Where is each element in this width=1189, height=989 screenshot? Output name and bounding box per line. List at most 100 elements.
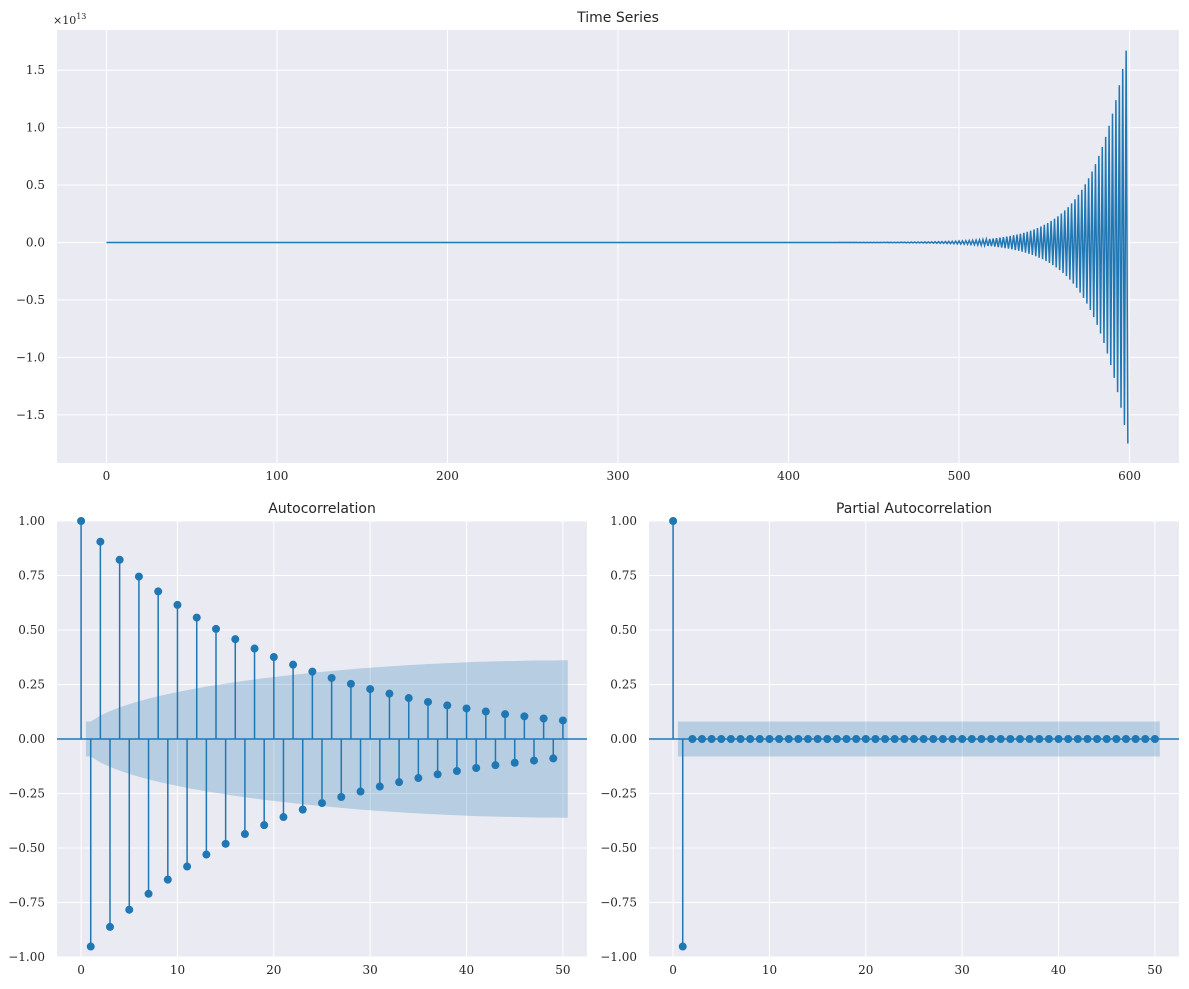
partial-autocorrelation-stems (649, 517, 1179, 951)
y-tick-label: −0.5 (16, 293, 45, 307)
stem-marker (279, 813, 288, 822)
y-tick-label: −0.75 (600, 896, 637, 910)
stem-marker (240, 830, 249, 839)
stem-marker (929, 735, 938, 743)
autocorrelation-stems (57, 517, 587, 951)
stem-marker (967, 735, 976, 743)
stem-marker (443, 701, 452, 710)
stem-marker (717, 735, 726, 743)
autocorrelation-panel: 0 10 20 30 40 50 −1.00 −0.75 −0.50 −0.25 0.00 0.25… (8, 501, 587, 977)
stem-marker (452, 767, 461, 776)
time-series-title: Time Series (576, 10, 659, 26)
stem-marker (549, 754, 558, 763)
y-scale-base: ×10 (53, 14, 76, 27)
time-series-panel: 0 100 200 300 400 500 600 −1.5 −1.0 −0.5 0.0 0.5 1.… (16, 10, 1179, 483)
y-tick-label: −1.0 (16, 350, 45, 364)
stem-marker (987, 735, 996, 743)
stem-marker (106, 922, 114, 931)
x-tick-label: 40 (1051, 963, 1066, 977)
y-tick-label: 1.5 (26, 63, 45, 77)
stem-marker (173, 600, 182, 609)
stem-marker (977, 735, 986, 743)
stem-marker (366, 685, 375, 694)
x-tick-label: 0 (669, 963, 677, 977)
stem-marker (813, 735, 822, 743)
stem-marker (424, 697, 432, 706)
autocorrelation-y-tick-labels: −1.00 −0.75 −0.50 −0.25 0.00 0.25 0.50 0.75 1.00 (8, 514, 45, 964)
y-tick-label: −1.00 (8, 950, 45, 964)
stem-marker (1131, 735, 1140, 743)
x-tick-label: 300 (607, 469, 630, 483)
x-tick-label: 500 (948, 469, 971, 483)
y-tick-label: −1.00 (600, 950, 637, 964)
time-series-y-tick-labels: −1.5 −1.0 −0.5 0.0 0.5 1.0 1.5 (16, 63, 45, 422)
stem-marker (539, 714, 548, 723)
stem-marker (881, 735, 890, 743)
x-tick-label: 100 (266, 469, 289, 483)
stem-marker (501, 710, 510, 719)
stem-marker (736, 735, 745, 743)
partial-autocorrelation-y-tick-labels: −1.00 −0.75 −0.50 −0.25 0.00 0.25 0.50 0.75 1.00 (600, 514, 637, 964)
stem-marker (861, 735, 870, 743)
stem-marker (144, 889, 153, 898)
stem-marker (1083, 735, 1092, 743)
stem-marker (231, 635, 240, 644)
x-tick-label: 40 (459, 963, 474, 977)
time-series-y-scale-label: ×1013 (53, 12, 86, 27)
stem-marker (1141, 735, 1150, 743)
stem-marker (784, 735, 793, 743)
partial-autocorrelation-title: Partial Autocorrelation (836, 501, 992, 517)
stem-marker (890, 735, 899, 743)
stem-marker (958, 735, 967, 743)
autocorrelation-x-tick-labels: 0 10 20 30 40 50 (77, 963, 570, 977)
y-tick-label: −0.75 (8, 896, 45, 910)
x-tick-label: 30 (955, 963, 970, 977)
stem-marker (395, 778, 404, 787)
stem-marker (481, 707, 490, 716)
stem-marker (530, 756, 538, 765)
stem-marker (707, 735, 716, 743)
stem-marker (1093, 735, 1102, 743)
time-series-line (106, 50, 1129, 444)
y-tick-label: 0.50 (18, 623, 45, 637)
stem-marker (510, 758, 519, 767)
stem-marker (520, 712, 529, 721)
y-tick-label: 0.0 (26, 235, 45, 249)
y-tick-label: −0.25 (600, 787, 637, 801)
stem-marker (804, 735, 812, 743)
stem-marker (948, 735, 957, 743)
stem-marker (337, 792, 346, 801)
x-tick-label: 0 (77, 963, 85, 977)
stem-marker (1044, 735, 1053, 743)
stem-marker (472, 763, 481, 772)
stem-marker (433, 770, 442, 779)
stem-marker (1112, 735, 1121, 743)
stem-marker (212, 624, 220, 633)
stem-marker (289, 660, 298, 669)
stem-marker (318, 799, 326, 808)
stem-marker (910, 735, 918, 743)
stem-marker (1025, 735, 1034, 743)
stem-marker (308, 667, 317, 676)
stem-marker (765, 735, 774, 743)
stem-marker (1064, 735, 1073, 743)
y-tick-label: 0.25 (610, 678, 637, 692)
stem-marker (385, 689, 394, 698)
x-tick-label: 50 (1147, 963, 1162, 977)
stem-marker (746, 735, 755, 743)
stem-marker (823, 735, 832, 743)
partial-autocorrelation-panel: 0 10 20 30 40 50 −1.00 −0.75 −0.50 −0.25 0.00 0.25… (600, 501, 1179, 977)
time-series-x-tick-labels: 0 100 200 300 400 500 600 (103, 469, 1141, 483)
stem-marker (1054, 735, 1063, 743)
stem-marker (183, 862, 192, 871)
stem-marker (1102, 735, 1111, 743)
stem-marker (678, 942, 687, 951)
y-tick-label: −1.5 (16, 408, 45, 422)
stem-marker (125, 905, 134, 914)
stem-marker (1035, 735, 1044, 743)
x-tick-label: 10 (170, 963, 185, 977)
stem-marker (852, 735, 861, 743)
stem-marker (1122, 735, 1130, 743)
y-tick-label: −0.25 (8, 787, 45, 801)
stem-marker (755, 735, 764, 743)
